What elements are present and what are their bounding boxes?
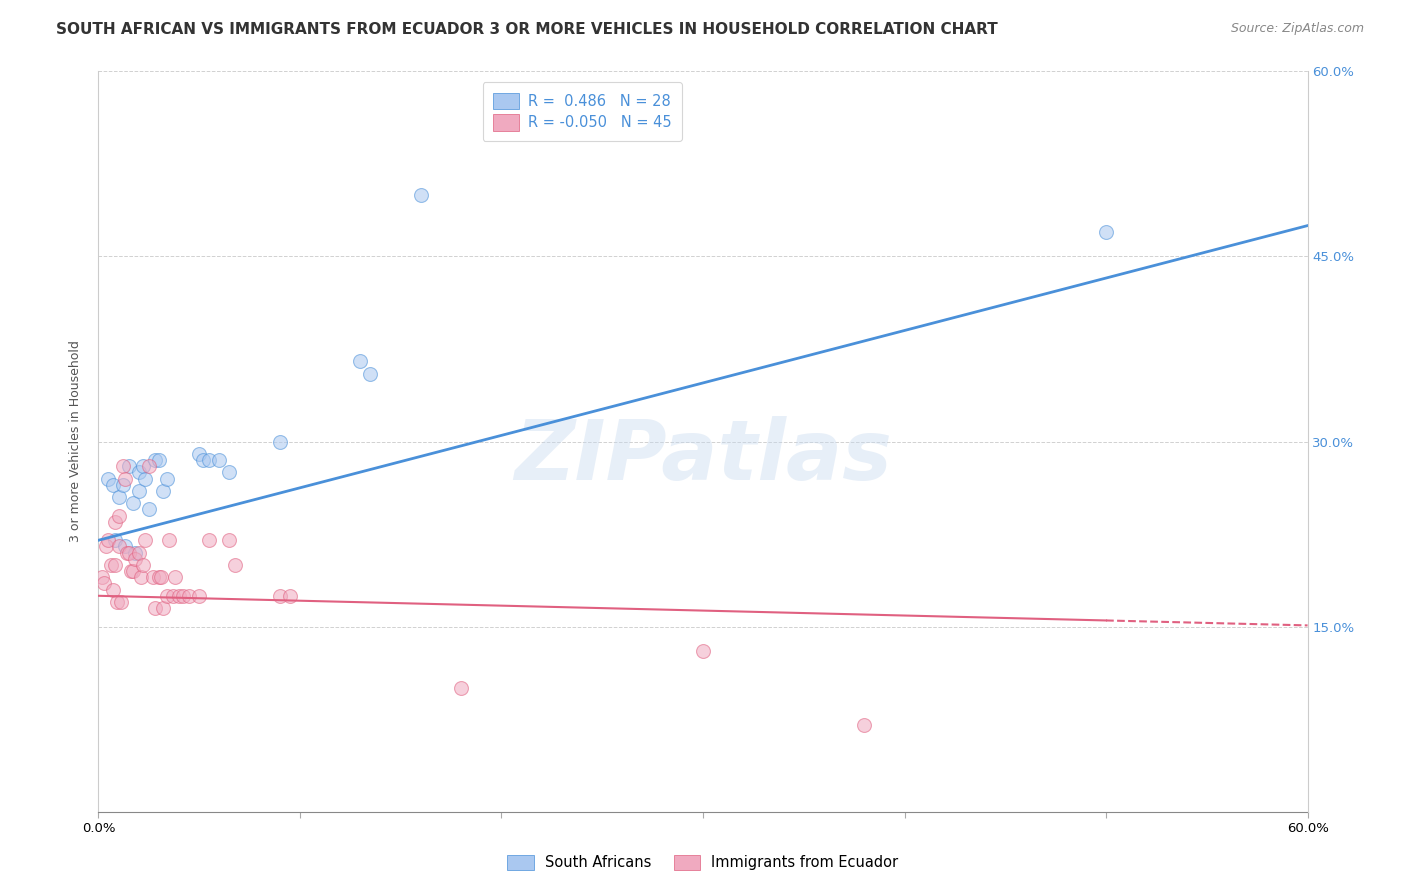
Point	[91, 570, 114, 584]
Point	[124, 546, 146, 560]
Point	[114, 471, 136, 485]
Point	[111, 459, 134, 474]
Point	[692, 644, 714, 658]
Point	[134, 533, 156, 548]
Point	[97, 471, 120, 485]
Point	[105, 595, 128, 609]
Point	[162, 589, 184, 603]
Text: Source: ZipAtlas.com: Source: ZipAtlas.com	[1230, 22, 1364, 36]
Point	[134, 471, 156, 485]
Point	[143, 453, 166, 467]
Point	[120, 564, 142, 578]
Text: ZIPatlas: ZIPatlas	[515, 416, 891, 497]
Point	[97, 533, 120, 548]
Point	[142, 570, 165, 584]
Point	[138, 502, 160, 516]
Point	[167, 589, 190, 603]
Point	[138, 459, 160, 474]
Point	[224, 558, 246, 572]
Point	[163, 570, 186, 584]
Point	[349, 354, 371, 368]
Point	[107, 490, 129, 504]
Point	[193, 453, 215, 467]
Point	[96, 540, 118, 554]
Point	[100, 558, 122, 572]
Point	[128, 546, 150, 560]
Point	[124, 551, 146, 566]
Point	[152, 483, 174, 498]
Point	[152, 601, 174, 615]
Legend: South Africans, Immigrants from Ecuador: South Africans, Immigrants from Ecuador	[502, 848, 904, 876]
Point	[218, 533, 240, 548]
Point	[269, 434, 291, 449]
Point	[149, 570, 172, 584]
Point	[128, 483, 150, 498]
Y-axis label: 3 or more Vehicles in Household: 3 or more Vehicles in Household	[69, 341, 83, 542]
Point	[360, 367, 382, 381]
Point	[114, 540, 136, 554]
Point	[218, 466, 240, 480]
Point	[269, 589, 291, 603]
Point	[156, 471, 179, 485]
Point	[198, 533, 221, 548]
Point	[157, 533, 180, 548]
Point	[179, 589, 201, 603]
Point	[103, 558, 125, 572]
Point	[118, 459, 141, 474]
Point	[107, 508, 129, 523]
Point	[118, 546, 141, 560]
Point	[115, 546, 138, 560]
Point	[188, 589, 211, 603]
Point	[188, 447, 211, 461]
Point	[103, 515, 125, 529]
Point	[198, 453, 221, 467]
Point	[143, 601, 166, 615]
Point	[172, 589, 194, 603]
Point	[148, 570, 170, 584]
Point	[450, 681, 472, 696]
Point	[208, 453, 231, 467]
Point	[132, 558, 155, 572]
Point	[101, 477, 124, 491]
Point	[121, 564, 143, 578]
Point	[103, 533, 125, 548]
Point	[1095, 225, 1118, 239]
Point	[107, 540, 129, 554]
Point	[129, 570, 152, 584]
Point	[128, 466, 150, 480]
Point	[101, 582, 124, 597]
Point	[278, 589, 301, 603]
Point	[93, 576, 115, 591]
Point	[132, 459, 155, 474]
Point	[148, 453, 170, 467]
Legend: R =  0.486   N = 28, R = -0.050   N = 45: R = 0.486 N = 28, R = -0.050 N = 45	[482, 82, 682, 141]
Point	[110, 595, 132, 609]
Point	[121, 496, 143, 510]
Point	[111, 477, 134, 491]
Point	[853, 718, 876, 732]
Point	[409, 187, 432, 202]
Text: SOUTH AFRICAN VS IMMIGRANTS FROM ECUADOR 3 OR MORE VEHICLES IN HOUSEHOLD CORRELA: SOUTH AFRICAN VS IMMIGRANTS FROM ECUADOR…	[56, 22, 998, 37]
Point	[156, 589, 179, 603]
